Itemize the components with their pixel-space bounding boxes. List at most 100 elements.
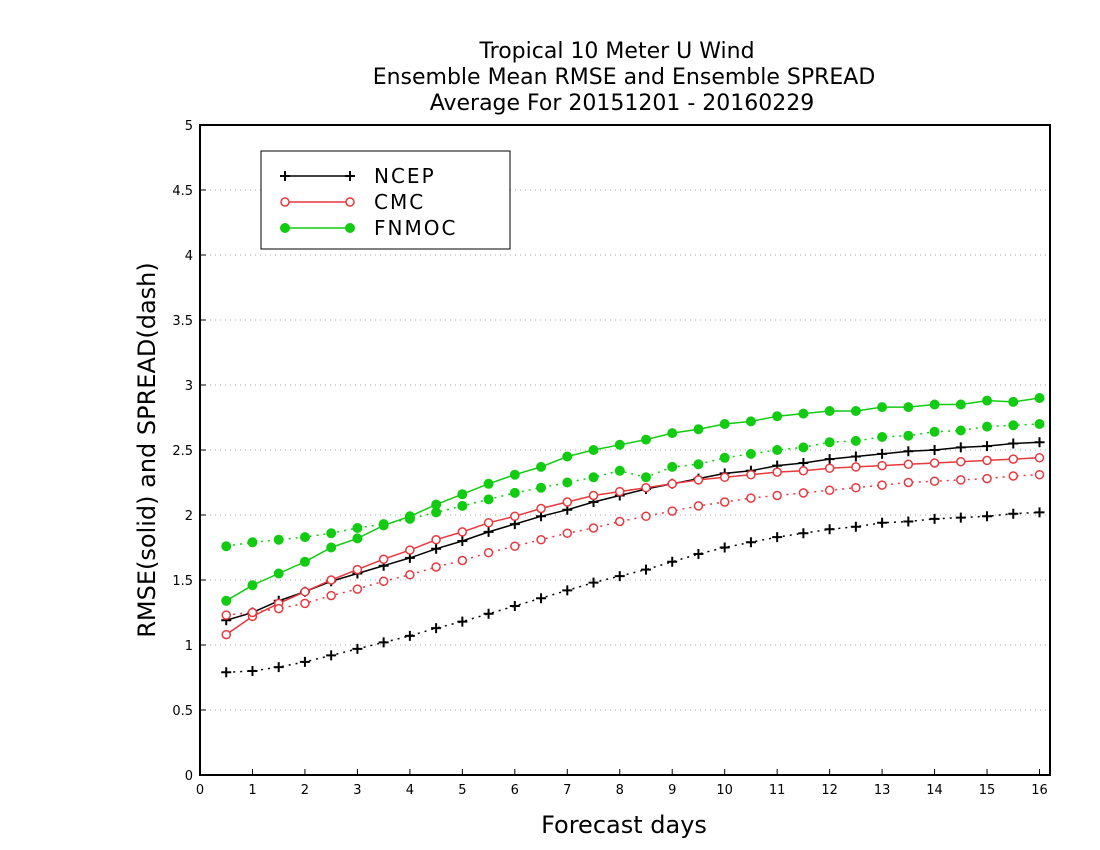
legend-marker <box>345 223 355 233</box>
data-point <box>247 666 258 676</box>
data-point <box>955 425 966 436</box>
y-tick-label: 0.5 <box>172 704 193 719</box>
data-point <box>903 516 914 527</box>
x-tick-label: 11 <box>769 783 786 798</box>
legend-label: FNMOC <box>374 216 457 240</box>
data-point <box>378 519 389 530</box>
legend-box <box>260 150 511 250</box>
data-point <box>640 472 651 483</box>
data-point <box>352 533 363 544</box>
data-point <box>1008 508 1019 519</box>
data-point <box>1034 419 1045 429</box>
chart-title-line-1: Tropical 10 Meter U Wind <box>478 39 754 64</box>
data-point <box>693 501 704 511</box>
data-point <box>745 537 756 548</box>
data-point <box>483 518 494 528</box>
data-point <box>929 513 940 524</box>
series-2 <box>221 453 1045 640</box>
x-tick-label: 10 <box>716 783 733 798</box>
data-point <box>746 493 756 503</box>
data-point <box>588 490 599 501</box>
data-point <box>273 662 284 673</box>
data-point <box>509 487 520 498</box>
data-point <box>326 528 337 539</box>
y-tick-label: 3 <box>185 379 193 394</box>
data-point <box>1034 453 1045 463</box>
y-tick-label: 2.5 <box>172 444 193 459</box>
data-point <box>221 610 231 620</box>
data-point <box>326 575 336 585</box>
data-point <box>562 585 573 596</box>
gridlines <box>200 189 1050 711</box>
data-point <box>851 462 861 472</box>
data-point <box>903 459 914 470</box>
data-point <box>798 488 809 498</box>
data-point <box>1034 507 1045 518</box>
data-point <box>693 549 704 559</box>
data-point <box>719 497 730 507</box>
data-point <box>483 608 494 619</box>
data-point <box>352 584 363 594</box>
data-point <box>352 643 363 654</box>
data-point <box>299 556 310 567</box>
data-point <box>614 571 625 582</box>
data-point <box>588 523 599 533</box>
data-point <box>536 534 546 545</box>
data-point <box>221 629 231 640</box>
y-tick-label: 0 <box>185 769 193 784</box>
data-point <box>929 476 940 486</box>
data-point <box>483 478 494 489</box>
data-point <box>667 461 678 472</box>
data-point <box>772 467 782 477</box>
data-point <box>221 595 232 606</box>
data-point <box>824 524 835 535</box>
data-point <box>903 446 914 457</box>
data-point <box>955 442 966 453</box>
y-tick-label: 3.5 <box>172 314 193 329</box>
data-point <box>667 506 677 516</box>
data-point <box>326 650 337 661</box>
x-tick-label: 14 <box>926 783 943 798</box>
series-layer <box>221 393 1045 678</box>
data-point <box>956 456 966 467</box>
data-point <box>431 562 441 572</box>
data-point <box>745 448 756 459</box>
x-tick-label: 5 <box>458 783 466 798</box>
data-point <box>405 570 415 580</box>
data-point <box>772 490 782 501</box>
x-axis: 0 1 2 3 4 5 6 7 8 9 10 11 12 13 14 15 16 <box>196 769 1048 798</box>
y-tick-label: 2 <box>185 509 193 524</box>
data-point <box>378 554 389 564</box>
data-point <box>431 534 441 545</box>
data-point <box>247 580 258 591</box>
data-point <box>1008 420 1019 431</box>
data-point <box>798 528 809 539</box>
series-5 <box>221 419 1045 552</box>
data-point <box>588 445 599 455</box>
y-tick-label: 4 <box>185 249 193 264</box>
x-tick-label: 13 <box>874 783 891 798</box>
data-point <box>982 455 992 466</box>
data-point <box>746 469 756 480</box>
data-point <box>300 598 310 609</box>
data-point <box>982 473 992 484</box>
data-point <box>929 399 940 410</box>
data-point <box>850 406 861 416</box>
chart-title-line-2: Ensemble Mean RMSE and Ensemble SPREAD <box>373 65 876 90</box>
data-point <box>404 630 415 641</box>
data-point <box>745 416 756 427</box>
data-point <box>614 465 625 476</box>
data-point <box>824 485 835 496</box>
data-point <box>719 419 730 429</box>
data-point <box>615 486 625 497</box>
data-point <box>640 434 651 445</box>
series-line <box>225 441 1040 622</box>
y-tick-label: 1 <box>185 639 193 654</box>
legend-label: CMC <box>374 190 425 214</box>
data-point <box>798 408 809 419</box>
data-point <box>483 526 494 537</box>
series-line <box>226 473 1040 616</box>
series-line <box>226 423 1040 547</box>
data-point <box>641 482 651 493</box>
